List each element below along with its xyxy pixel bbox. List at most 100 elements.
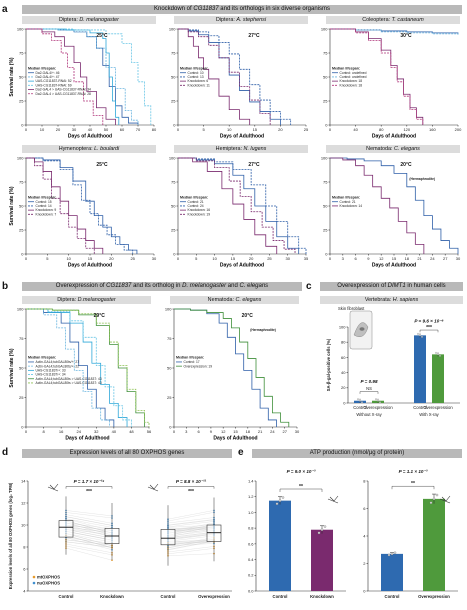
- pair-line: [167, 521, 215, 527]
- series-line-0: [178, 157, 300, 254]
- legend-entry: Knockdown: 18: [340, 83, 363, 87]
- x-tick-label: 40: [88, 127, 93, 132]
- y-tick-label: 6: [23, 566, 26, 571]
- x-category-label: Control: [385, 594, 400, 599]
- sig-bracket: [419, 329, 439, 333]
- series-line-2: [26, 157, 104, 254]
- x-tick-label: 18: [246, 429, 251, 434]
- panel-a-header-0: Diptera: D. melanogaster: [22, 16, 156, 24]
- pair-line: [65, 516, 113, 526]
- x-tick-label: 10: [40, 127, 45, 132]
- banner-a-post: and its orthologs in six diverse organis…: [218, 6, 330, 12]
- series-line-3: [330, 28, 424, 125]
- y-tick-label: 25: [323, 227, 328, 232]
- x-tick-label: 27: [443, 256, 448, 261]
- x-tick-label: 10: [66, 256, 71, 261]
- legend-entry: UAS-CG11837/+: 33: [36, 368, 66, 372]
- x-tick-label: 56: [147, 429, 152, 434]
- data-point: [281, 496, 285, 499]
- pair-line: [65, 541, 113, 548]
- y-tick-label: 0: [169, 424, 172, 429]
- legend-entry: Control: 10: [188, 71, 204, 75]
- banner-b: Overexpression of CG11837 and its orthol…: [22, 282, 302, 291]
- significance-stars: ***: [426, 325, 432, 331]
- pair-line: [167, 530, 215, 533]
- pair-line: [167, 525, 215, 528]
- pair-line: [65, 522, 113, 536]
- pair-line: [65, 514, 113, 524]
- legend-entry: Control: 21: [188, 200, 204, 204]
- x-tick-label: 27: [282, 429, 287, 434]
- x-tick-label: 40: [112, 429, 117, 434]
- x-tick-label: 25: [304, 127, 309, 132]
- legend-entry: Control: undefined: [340, 75, 367, 79]
- series-line-3: [26, 157, 95, 254]
- legend-entry: Control: 17: [184, 360, 200, 364]
- legend-entry: UAS-CG11837/+: 34: [36, 373, 66, 377]
- panel-a-survival-chart-1: 0 25 50 75 100 0 5 10 15 20 25 Days of Adulthood 27°…: [169, 26, 309, 139]
- x-tick-label: 3: [185, 429, 188, 434]
- temperature-label: 25°C: [96, 162, 108, 168]
- y-tick-label: 0.2: [248, 573, 254, 578]
- pair-line: [167, 528, 215, 531]
- chart-d: 4 6 8 10 12 14 Expression levels of all 80 OXP…: [8, 478, 232, 599]
- x-axis-label: Days of Adulthood: [220, 263, 264, 269]
- x-tick-label: 80: [379, 127, 384, 132]
- x-tick-label: 6: [354, 256, 357, 261]
- legend-swatch: [32, 575, 36, 579]
- pair-line: [65, 529, 113, 539]
- pair-line: [65, 525, 113, 531]
- legend-entry: Da2-GAL4/+: 46: [36, 71, 60, 75]
- x-tick-label: 30: [72, 127, 77, 132]
- panel-b-order-1: Nematoda:: [207, 297, 236, 303]
- y-tick-label: 100: [321, 26, 328, 31]
- y-axis-label: Survival rate (%): [9, 57, 15, 97]
- pair-line: [65, 526, 113, 533]
- x-tick-label: 15: [231, 256, 236, 261]
- pair-line: [65, 541, 113, 548]
- x-tick-label: 0: [177, 256, 180, 261]
- legend-title: Median lifespan:: [180, 195, 208, 199]
- x-tick-label: 200: [455, 127, 462, 132]
- x-tick-label: 0: [25, 127, 28, 132]
- right-p-value: P = 1.1 × 10⁻³: [399, 469, 428, 474]
- y-tick-label: 2: [363, 561, 366, 566]
- pair-line: [167, 535, 215, 542]
- legend-title: Median lifespan:: [180, 66, 208, 70]
- right-bar-0: [381, 553, 403, 591]
- pair-line: [65, 537, 113, 544]
- data-point: [387, 553, 391, 557]
- data-point: [439, 354, 441, 357]
- y-tick-label: 12: [21, 500, 26, 505]
- x-tick-label: 10: [227, 127, 232, 132]
- data-point: [390, 552, 394, 556]
- x-axis-label: Days of Adulthood: [372, 263, 416, 269]
- temperature-label: 29°C: [94, 313, 106, 319]
- series-line-0: [178, 28, 281, 125]
- y-tick-label: 80: [341, 340, 346, 345]
- legend-title: Median lifespan:: [176, 356, 204, 360]
- data-point: [275, 502, 279, 506]
- panel-a-species-5: C. elegans: [394, 146, 420, 152]
- pair-line: [167, 553, 215, 556]
- legend-entry: mtOXPHOS: [37, 574, 60, 579]
- panel-label-e: e: [238, 447, 244, 458]
- pair-line: [167, 539, 215, 542]
- legend-entry: Actin-GAL4;tubGAL80ts/+: 22: [36, 364, 80, 368]
- x-tick-label: 20: [249, 256, 254, 261]
- y-tick-label: 0: [363, 588, 366, 593]
- mosquito-icon: [47, 483, 59, 492]
- x-tick-label: 9: [367, 256, 370, 261]
- pair-line: [167, 534, 215, 541]
- legend-entry: Knockdown: 11: [188, 83, 210, 87]
- y-tick-label: 25: [171, 227, 176, 232]
- pair-line: [167, 519, 215, 526]
- pair-line: [65, 522, 113, 536]
- y-tick-label: 75: [167, 336, 172, 341]
- y-tick-label: 50: [323, 203, 328, 208]
- x-tick-label: 10: [212, 256, 217, 261]
- y-tick-label: 0.8: [248, 526, 254, 531]
- chart-c: Skin fibroblast 0 20 40 60 80 100 SA-β-gal-posi…: [326, 306, 460, 417]
- data-point: [320, 528, 324, 531]
- y-tick-label: 10: [21, 522, 26, 527]
